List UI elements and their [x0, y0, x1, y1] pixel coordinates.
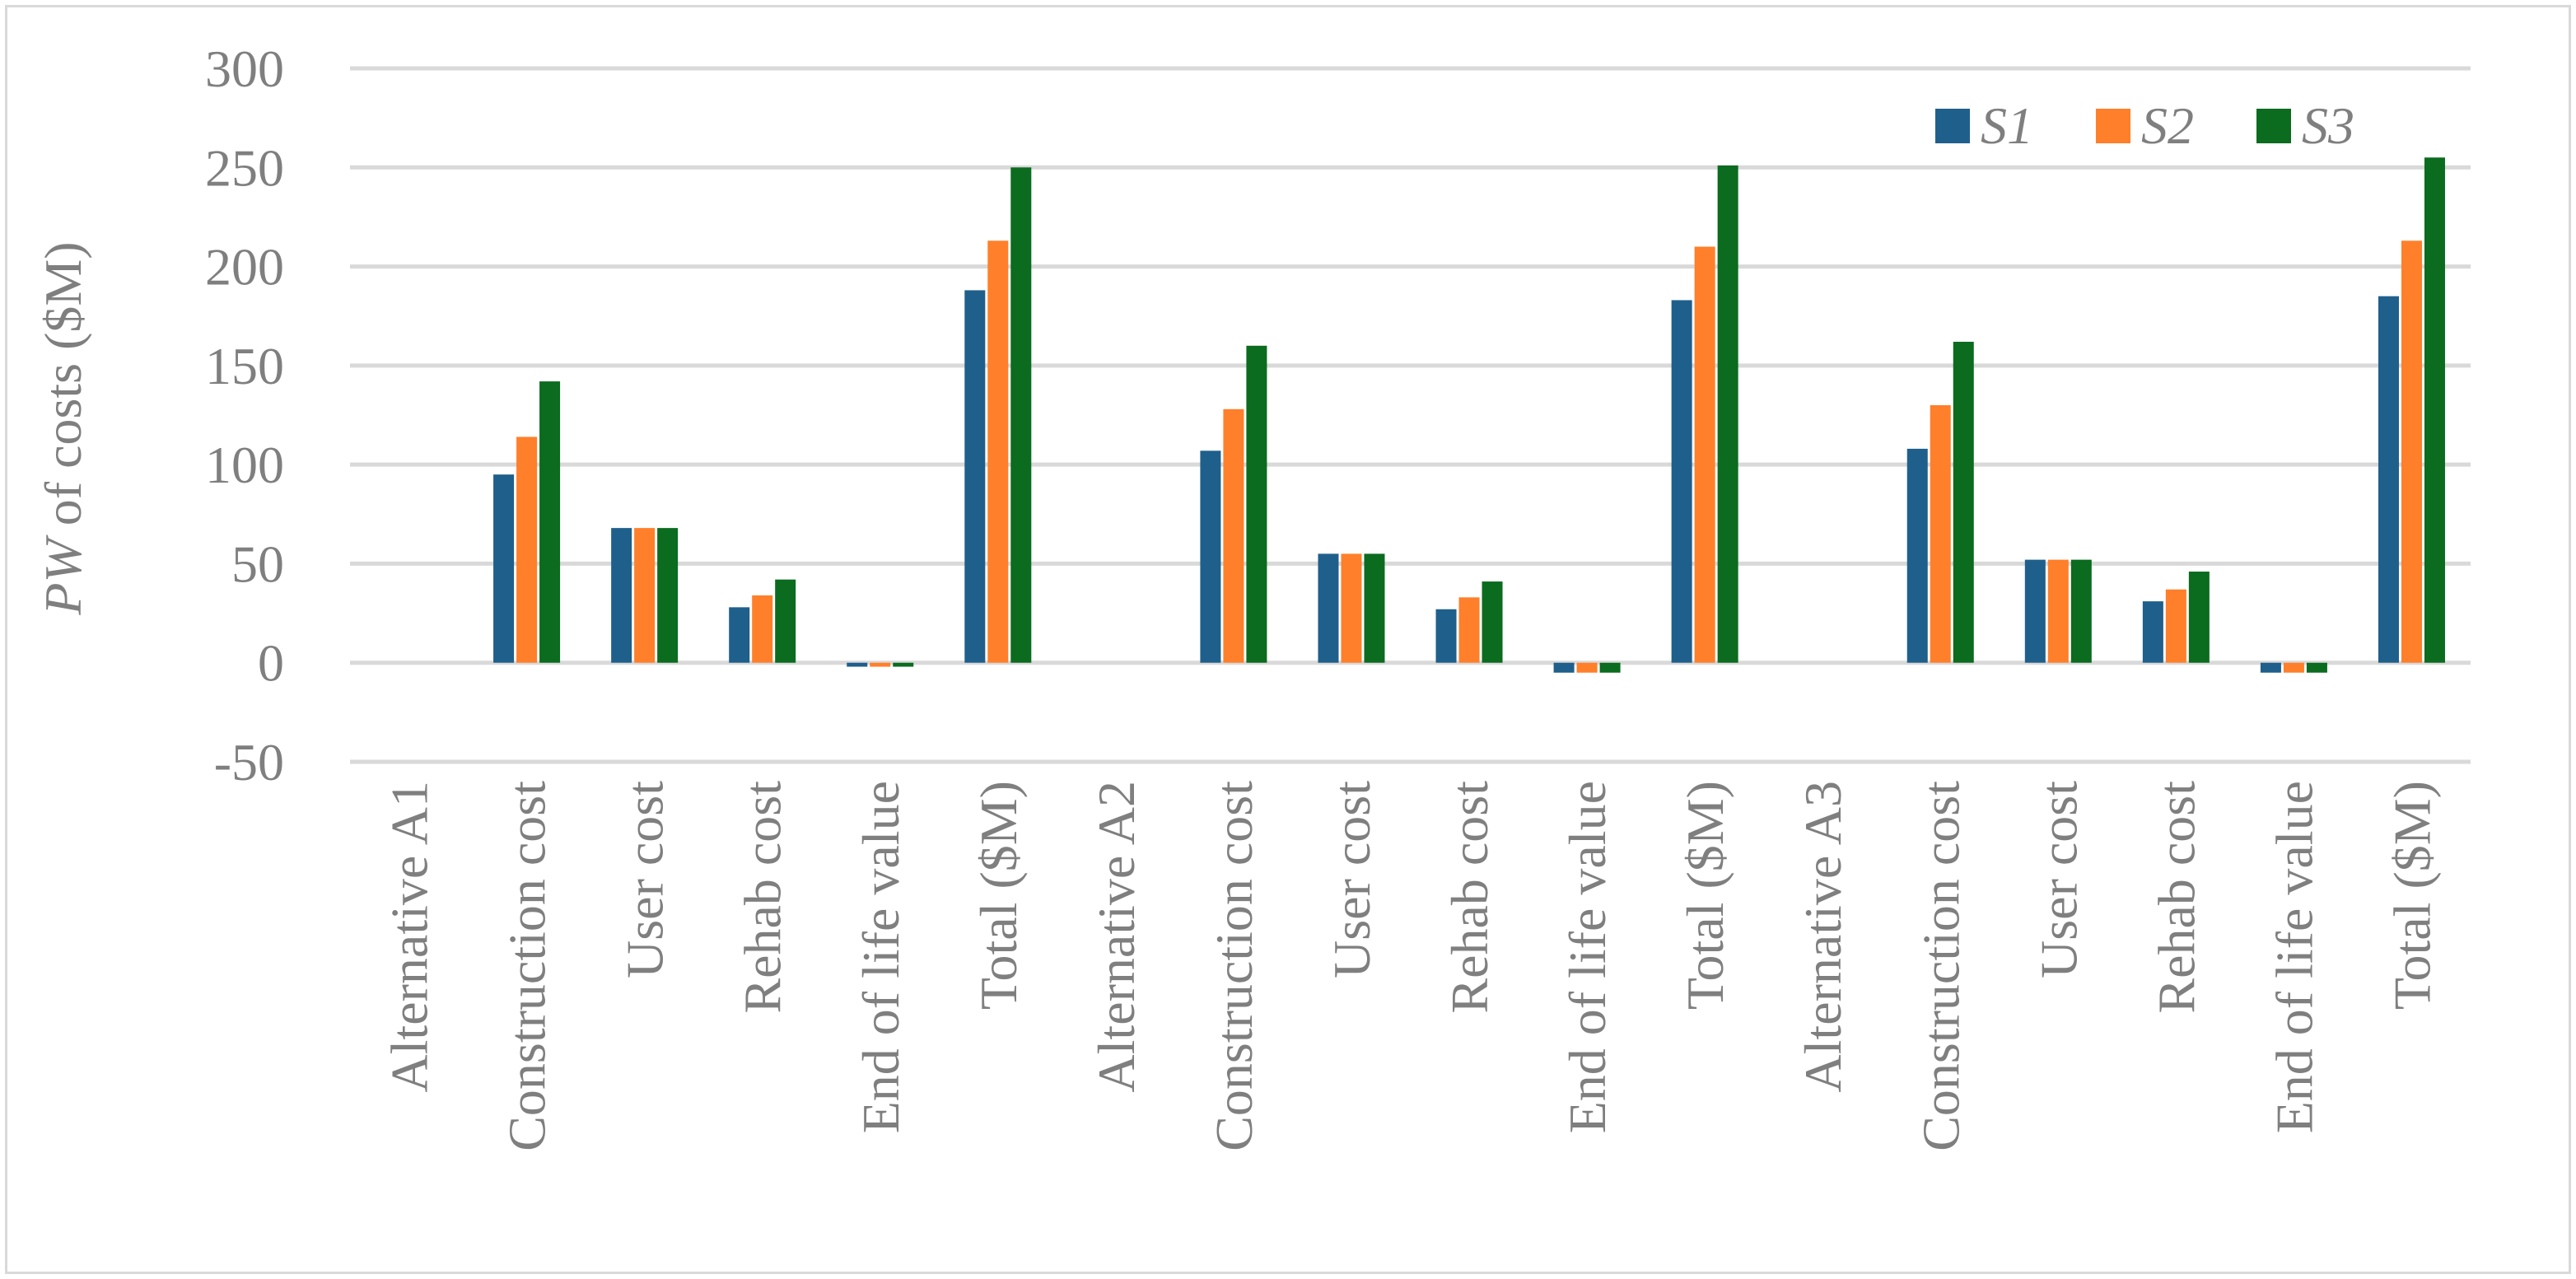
y-axis-label: PW of costs ($M): [34, 241, 92, 615]
x-category-label: Alternative A1: [380, 781, 439, 1093]
x-category-label: User cost: [2029, 781, 2088, 978]
bar-s1: [1200, 450, 1221, 663]
bar-s1: [2378, 296, 2399, 663]
x-category-label: User cost: [616, 781, 674, 978]
legend-label-s3: S3: [2302, 96, 2354, 155]
bar-s3: [2188, 572, 2210, 663]
bar-s3: [2424, 157, 2445, 663]
bar-s1: [1435, 609, 1457, 663]
bar-s1: [493, 474, 515, 663]
bar-s1: [2142, 601, 2163, 663]
y-tick-label: 0: [258, 634, 284, 693]
bar-s2: [1223, 408, 1244, 663]
bar-s2: [2047, 559, 2069, 663]
legend-label-s1: S1: [1981, 96, 2033, 155]
y-tick-label: 50: [231, 534, 284, 593]
x-category-label: Rehab cost: [2147, 781, 2205, 1014]
bar-s1: [729, 607, 750, 663]
legend-swatch-s3: [2256, 109, 2291, 143]
bar-s2: [987, 240, 1009, 663]
bar-s2: [1930, 404, 1951, 663]
y-tick-label: -50: [214, 733, 284, 791]
bar-s1: [847, 662, 868, 667]
bar-s2: [1694, 246, 1715, 663]
bar-s2: [1458, 597, 1480, 663]
x-category-label: End of life value: [852, 781, 910, 1133]
bar-s3: [1246, 345, 1267, 663]
y-tick-label: 200: [205, 238, 284, 296]
y-tick-label: 100: [205, 436, 284, 494]
bar-s3: [2070, 559, 2092, 663]
bar-s1: [611, 528, 632, 663]
x-category-label: Alternative A2: [1087, 781, 1146, 1093]
bar-s1: [2024, 559, 2046, 663]
bar-s1: [1318, 553, 1339, 663]
bar-s1: [2260, 662, 2281, 673]
bar-s1: [1906, 448, 1928, 663]
bar-s2: [2283, 662, 2304, 673]
bar-s3: [657, 528, 679, 663]
x-category-label: Total ($M): [1676, 781, 1734, 1010]
x-category-label: End of life value: [1558, 781, 1617, 1133]
bar-s3: [539, 381, 561, 663]
legend-label-s2: S2: [2141, 96, 2194, 155]
bar-s2: [2165, 589, 2186, 663]
bar-s2: [516, 436, 538, 663]
x-category-label: End of life value: [2265, 781, 2323, 1133]
y-tick-label: 250: [205, 138, 284, 197]
legend-swatch-s2: [2096, 109, 2130, 143]
y-tick-label: 150: [205, 337, 284, 395]
bar-s3: [1599, 662, 1621, 673]
x-category-label: Total ($M): [969, 781, 1028, 1010]
bar-s3: [1717, 165, 1738, 663]
x-category-label: Construction cost: [1205, 781, 1263, 1151]
y-axis-label-rest: of costs ($M): [34, 241, 92, 539]
bar-s2: [634, 528, 656, 663]
bars: [493, 157, 2445, 673]
bar-s3: [1364, 553, 1385, 663]
bar-s2: [1341, 553, 1362, 663]
y-tick-label: 300: [205, 40, 284, 98]
x-category-label: Alternative A3: [1794, 781, 1852, 1093]
bar-s1: [1553, 662, 1575, 673]
bar-s3: [2306, 662, 2327, 673]
bar-s2: [1576, 662, 1598, 673]
gridlines: [350, 66, 2471, 764]
y-axis-label-italic: PW: [34, 534, 92, 616]
bar-s1: [964, 290, 986, 663]
bar-s3: [775, 579, 796, 663]
bar-s3: [1953, 341, 1974, 663]
bar-s2: [752, 595, 773, 663]
x-category-label: Total ($M): [2382, 781, 2441, 1010]
y-axis-ticks: -50 0 50 100 150 200 250 300: [205, 40, 284, 791]
x-category-label: Rehab cost: [734, 781, 792, 1014]
bar-s3: [1482, 581, 1503, 663]
x-category-label: Rehab cost: [1440, 781, 1499, 1014]
legend-swatch-s1: [1935, 109, 1970, 143]
bar-s1: [1671, 300, 1692, 663]
bar-s3: [1010, 167, 1032, 663]
bar-s3: [893, 662, 914, 667]
bar-s2: [870, 662, 891, 667]
bar-s2: [2401, 240, 2422, 663]
x-category-label: Construction cost: [498, 781, 557, 1151]
x-axis-category-labels: Alternative A1 Construction cost User cost…: [380, 781, 2442, 1151]
x-category-label: Construction cost: [1911, 781, 1970, 1151]
legend: S1 S2 S3: [1935, 96, 2354, 155]
x-category-label: User cost: [1323, 781, 1381, 978]
